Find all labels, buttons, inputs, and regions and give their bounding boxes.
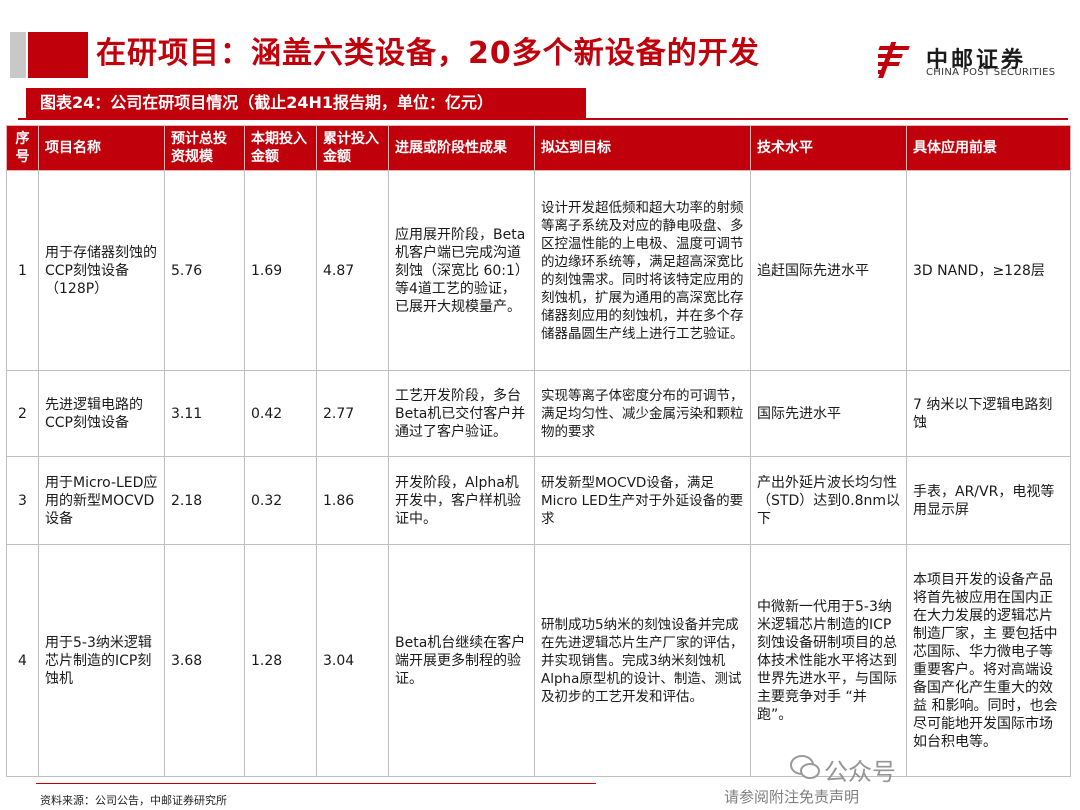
- cell-target: 研制成功5纳米的刻蚀设备并完成在先进逻辑芯片生产厂家的评估，并实现销售。完成3纳…: [534, 544, 751, 777]
- cell-cumulative-investment: 3.04: [316, 544, 389, 777]
- china-post-logo-icon: [878, 42, 910, 78]
- cell-progress: 开发阶段，Alpha机开发中，客户样机验证中。: [388, 456, 535, 545]
- source-note: 资料来源：公司公告，中邮证券研究所: [40, 794, 227, 807]
- cell-period-investment: 1.28: [244, 544, 317, 777]
- header-period-investment: 本期投入金额: [244, 125, 317, 171]
- logo-text-cn: 中邮证券: [926, 48, 1027, 73]
- title-accent-grey: [10, 32, 26, 78]
- cell-progress: 应用展开阶段，Beta机客户端已完成沟道刻蚀（深宽比 60:1）等4道工艺的验证…: [388, 170, 535, 371]
- cell-target: 实现等离子体密度分布的可调节，满足均匀性、减少金属污染和颗粒物的要求: [534, 370, 751, 457]
- cell-total-investment: 2.18: [164, 456, 245, 545]
- disclaimer: 请参阅附注免责声明: [724, 788, 860, 806]
- cell-application: 7 纳米以下逻辑电路刻蚀: [906, 370, 1071, 457]
- cell-index: 1: [6, 170, 39, 371]
- cell-target: 研发新型MOCVD设备，满足Micro LED生产对于外延设备的要求: [534, 456, 751, 545]
- cell-tech-level: 中微新一代用于5-3纳米逻辑芯片制造的ICP刻蚀设备研制项目的总体技术性能水平将…: [750, 544, 907, 777]
- logo-text-en: CHINA POST SECURITIES: [926, 67, 1056, 78]
- header-target: 拟达到目标: [534, 125, 751, 171]
- cell-total-investment: 3.11: [164, 370, 245, 457]
- cell-index: 2: [6, 370, 39, 457]
- cell-progress: 工艺开发阶段，多台Beta机已交付客户并通过了客户验证。: [388, 370, 535, 457]
- footer-divider: [36, 783, 596, 784]
- table-row: 2 先进逻辑电路的CCP刻蚀设备 3.11 0.42 2.77 工艺开发阶段，多…: [6, 370, 1071, 457]
- caption-underline: [18, 118, 1068, 120]
- cell-tech-level: 国际先进水平: [750, 370, 907, 457]
- company-logo: 中邮证券 CHINA POST SECURITIES: [878, 40, 1058, 80]
- cell-period-investment: 0.42: [244, 370, 317, 457]
- cell-project-name: 用于存储器刻蚀的CCP刻蚀设备（128P）: [38, 170, 165, 371]
- cell-application: 3D NAND，≥128层: [906, 170, 1071, 371]
- header-total-investment: 预计总投资规模: [164, 125, 245, 171]
- cell-total-investment: 5.76: [164, 170, 245, 371]
- cell-project-name: 先进逻辑电路的CCP刻蚀设备: [38, 370, 165, 457]
- table-row: 1 用于存储器刻蚀的CCP刻蚀设备（128P） 5.76 1.69 4.87 应…: [6, 170, 1071, 371]
- cell-cumulative-investment: 2.77: [316, 370, 389, 457]
- table-header-row: 序号 项目名称 预计总投资规模 本期投入金额 累计投入金额 进展或阶段性成果 拟…: [6, 125, 1071, 171]
- cell-period-investment: 0.32: [244, 456, 317, 545]
- cell-tech-level: 追赶国际先进水平: [750, 170, 907, 371]
- header-tech-level: 技术水平: [750, 125, 907, 171]
- table-row: 3 用于Micro-LED应用的新型MOCVD设备 2.18 0.32 1.86…: [6, 456, 1071, 545]
- wechat-icon: [790, 755, 820, 779]
- cell-period-investment: 1.69: [244, 170, 317, 371]
- projects-table: 序号 项目名称 预计总投资规模 本期投入金额 累计投入金额 进展或阶段性成果 拟…: [6, 125, 1071, 777]
- header-progress: 进展或阶段性成果: [388, 125, 535, 171]
- cell-application: 本项目开发的设备产品将首先被应用在国内正在大力发展的逻辑芯片制造厂家，主 要包括…: [906, 544, 1071, 777]
- header-index: 序号: [6, 125, 39, 171]
- cell-cumulative-investment: 4.87: [316, 170, 389, 371]
- cell-progress: Beta机台继续在客户端开展更多制程的验证。: [388, 544, 535, 777]
- cell-index: 4: [6, 544, 39, 777]
- header-project-name: 项目名称: [38, 125, 165, 171]
- cell-application: 手表，AR/VR，电视等用显示屏: [906, 456, 1071, 545]
- page-title: 在研项目：涵盖六类设备，20多个新设备的开发: [96, 36, 760, 71]
- table-row: 4 用于5-3纳米逻辑芯片制造的ICP刻蚀机 3.68 1.28 3.04 Be…: [6, 544, 1071, 777]
- cell-target: 设计开发超低频和超大功率的射频等离子系统及对应的静电吸盘、多区控温性能的上电极、…: [534, 170, 751, 371]
- cell-project-name: 用于5-3纳米逻辑芯片制造的ICP刻蚀机: [38, 544, 165, 777]
- cell-project-name: 用于Micro-LED应用的新型MOCVD设备: [38, 456, 165, 545]
- header-application: 具体应用前景: [906, 125, 1071, 171]
- watermark-text: 公众号: [824, 758, 896, 786]
- header-cumulative-investment: 累计投入金额: [316, 125, 389, 171]
- cell-cumulative-investment: 1.86: [316, 456, 389, 545]
- cell-total-investment: 3.68: [164, 544, 245, 777]
- table-caption: 图表24：公司在研项目情况（截止24H1报告期，单位：亿元）: [26, 88, 586, 118]
- cell-tech-level: 产出外延片波长均匀性 （STD）达到0.8nm以下: [750, 456, 907, 545]
- cell-index: 3: [6, 456, 39, 545]
- title-accent-red: [28, 32, 88, 78]
